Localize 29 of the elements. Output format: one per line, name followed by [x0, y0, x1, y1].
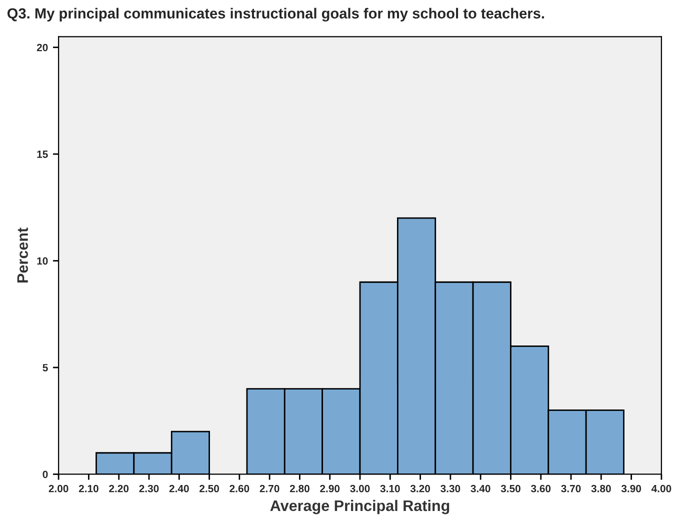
x-tick-label: 2.80 — [290, 484, 310, 492]
x-tick-label: 4.00 — [651, 484, 672, 492]
x-tick-label: 3.10 — [380, 484, 400, 492]
x-tick-label: 3.30 — [440, 484, 460, 492]
y-axis-title: Percent — [17, 228, 28, 282]
x-tick-label: 3.50 — [500, 484, 520, 492]
x-tick-label: 2.00 — [48, 484, 68, 492]
x-tick-label: 3.80 — [591, 484, 611, 492]
chart-title: Q3. My principal communicates instructional goals for my school to teachers. — [7, 8, 544, 22]
x-tick-label: 3.60 — [530, 484, 551, 492]
x-tick-label: 3.90 — [621, 484, 642, 492]
y-tick-label: 20 — [36, 44, 48, 52]
y-tick-label: 5 — [42, 364, 48, 372]
y-tick-label: 0 — [42, 470, 48, 478]
y-tick-label: 15 — [37, 150, 48, 158]
x-tick-label: 3.20 — [410, 484, 430, 492]
x-axis-title: Average Principal Rating — [270, 500, 450, 514]
x-tick-label: 2.10 — [78, 484, 98, 492]
x-tick-label: 2.60 — [230, 484, 250, 492]
x-tick-label: 2.40 — [169, 484, 189, 492]
x-tick-label: 2.30 — [139, 484, 159, 492]
y-tick-label: 10 — [37, 257, 48, 265]
x-tick-label: 2.90 — [320, 484, 340, 492]
x-tick-label: 2.20 — [109, 484, 129, 492]
x-tick-label: 3.00 — [350, 484, 370, 492]
x-tick-label: 2.70 — [260, 484, 280, 492]
x-tick-label: 3.70 — [561, 484, 581, 492]
x-tick-label: 3.40 — [470, 484, 490, 492]
x-tick-label: 2.50 — [200, 484, 219, 492]
